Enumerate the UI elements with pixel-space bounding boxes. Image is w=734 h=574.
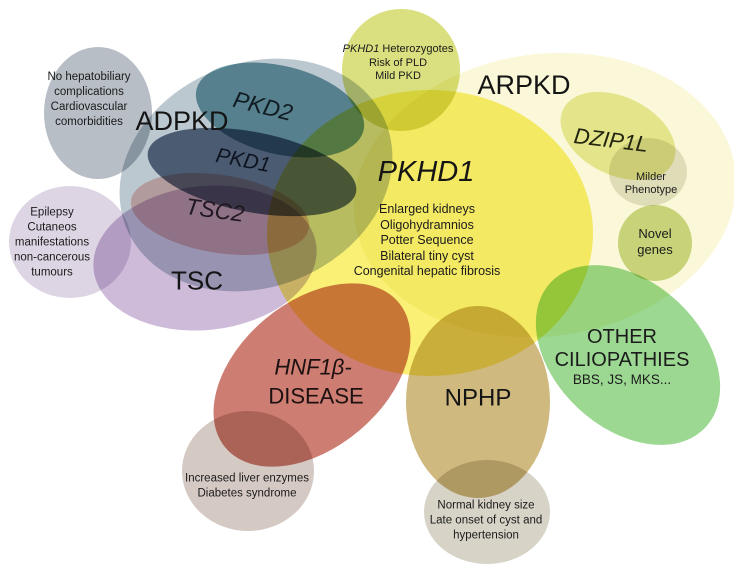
other-ciliopathies-text: OTHER CILIOPATHIES BBS, JS, MKS...	[555, 326, 690, 388]
heterozygotes-text: Heterozygotes	[379, 42, 454, 55]
pkhd1-gene-name: PKHD1	[342, 42, 380, 55]
novel-genes-text: Novel genes	[637, 226, 672, 258]
pkhd1-heterozygotes-line: PKHD1 Heterozygotes	[343, 43, 454, 57]
normal-kidney-line: Normal kidney size	[437, 499, 535, 512]
normal-kidney-ellipse	[424, 460, 550, 564]
normal-kidney-text: Normal kidney size Late onset of cyst an…	[430, 499, 543, 544]
novel-genes-line: Novel	[638, 226, 672, 241]
pkhd1-label: PKHD1	[377, 155, 475, 188]
adpkd-label: ADPKD	[135, 105, 229, 136]
increased-liver-line: Increased liver enzymes	[185, 472, 309, 485]
pkhd1-symptom-line: Bilateral tiny cyst	[380, 248, 474, 263]
epilepsy-ellipse	[9, 186, 131, 298]
no-hepatobiliary-line: Cardiovascular	[50, 101, 128, 113]
milder-phenotype-line: Milder	[636, 171, 666, 183]
hnf1b-disease-label: DISEASE	[268, 383, 364, 409]
normal-kidney-line: hypertension	[453, 529, 519, 542]
epilepsy-line: tumours	[31, 266, 73, 279]
normal-kidney-line: Late onset of cyst and	[429, 514, 543, 527]
tsc-label: TSC	[171, 265, 223, 296]
nphp-label: NPHP	[444, 384, 512, 412]
pkhd1-symptom-line: Congenital hepatic fibrosis	[353, 264, 501, 279]
other-ciliopathies-examples: BBS, JS, MKS...	[572, 372, 672, 387]
pkhd1-symptoms-text: Enlarged kidneys Oligohydramnios Potter …	[354, 202, 501, 280]
hnf1b-gene-label: HNF1β-	[274, 354, 352, 380]
epilepsy-text: Epilepsy Cutaneos manifestations non-can…	[14, 206, 90, 281]
pkhd1-symptom-line: Potter Sequence	[380, 233, 474, 248]
no-hepatobiliary-text: No hepatobiliary complications Cardiovas…	[47, 70, 130, 130]
milder-phenotype-text: Milder Phenotype	[625, 171, 678, 197]
no-hepatobiliary-line: complications	[54, 86, 124, 98]
pkhd1-heterozygotes-text: PKHD1 Heterozygotes Risk of PLD Mild PKD	[343, 43, 454, 84]
arpkd-label: ARPKD	[477, 69, 571, 100]
epilepsy-line: non-cancerous	[13, 251, 91, 264]
no-hepatobiliary-line: comorbidities	[55, 116, 123, 128]
epilepsy-line: Cutaneos	[27, 221, 77, 234]
risk-of-pld-line: Risk of PLD	[368, 56, 428, 69]
pkhd1-symptom-line: Enlarged kidneys	[379, 202, 475, 217]
other-ciliopathies-line1: OTHER	[587, 326, 657, 348]
increased-liver-ellipse	[182, 411, 314, 531]
epilepsy-line: manifestations	[14, 236, 90, 249]
milder-phenotype-line: Phenotype	[624, 184, 678, 196]
novel-genes-line: genes	[637, 242, 673, 257]
epilepsy-line: Epilepsy	[30, 206, 74, 219]
mild-pkd-line: Mild PKD	[375, 69, 421, 82]
increased-liver-text: Increased liver enzymes Diabetes syndrom…	[185, 472, 309, 501]
increased-liver-line: Diabetes syndrome	[197, 487, 297, 499]
pkhd1-symptom-line: Oligohydramnios	[380, 217, 474, 232]
no-hepatobiliary-ellipse	[44, 47, 152, 179]
no-hepatobiliary-line: No hepatobiliary	[47, 71, 131, 83]
milder-phenotype-ellipse	[609, 138, 687, 206]
novel-genes-ellipse	[618, 205, 692, 281]
other-ciliopathies-line2: CILIOPATHIES	[554, 348, 690, 371]
